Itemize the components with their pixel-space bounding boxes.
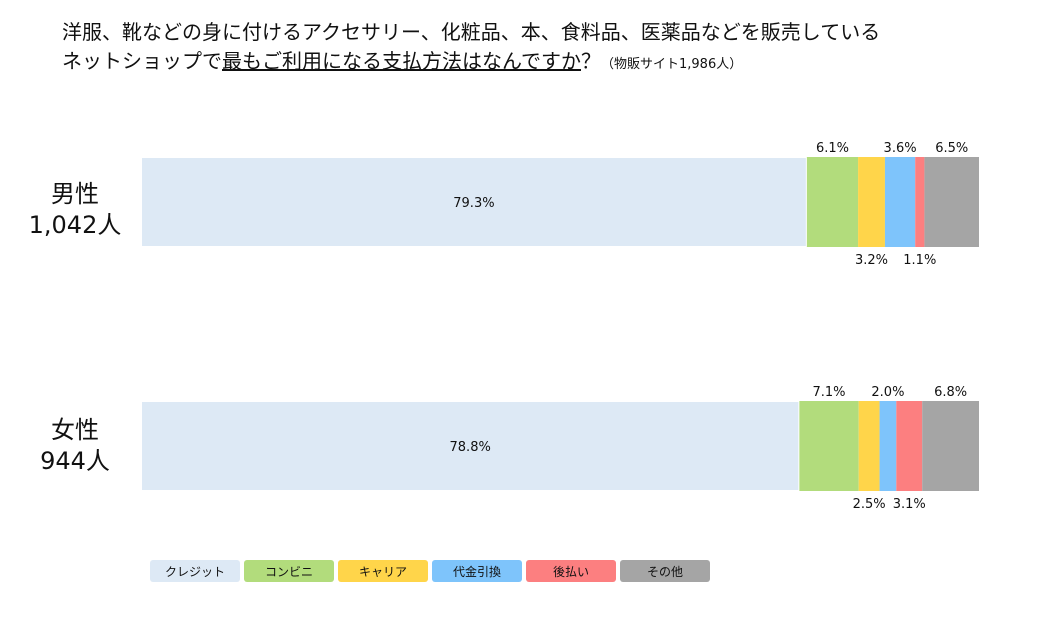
title-line-2-question: 最もご利用になる支払方法はなんですか xyxy=(222,49,581,73)
row-label-male: 男性 1,042人 xyxy=(20,179,130,241)
bar-male-convenience xyxy=(806,157,859,247)
row-label-female-count: 944人 xyxy=(40,447,110,475)
data-label-female-deferred: 3.1% xyxy=(893,497,926,512)
data-label-male-credit: 79.3% xyxy=(453,196,494,211)
data-label-female-other: 6.8% xyxy=(934,385,967,400)
bar-female-other xyxy=(922,401,979,491)
bar-female-deferred xyxy=(896,401,923,491)
legend-item-carrier: キャリア xyxy=(338,560,428,582)
legend-item-other: その他 xyxy=(620,560,710,582)
legend-item-convenience: コンビニ xyxy=(244,560,334,582)
bar-female-cod xyxy=(879,401,897,491)
data-label-female-credit: 78.8% xyxy=(450,440,491,455)
title-sample-size: （物販サイト1,986人） xyxy=(601,57,743,72)
bar-male-other xyxy=(924,157,979,247)
data-label-male-cod: 3.6% xyxy=(884,141,917,156)
bar-female-carrier xyxy=(858,401,880,491)
bar-female-credit xyxy=(140,400,801,492)
title-line-2-mark: ？ xyxy=(581,49,601,73)
title-line-2: ネットショップで最もご利用になる支払方法はなんですか？（物販サイト1,986人） xyxy=(62,47,880,79)
legend: クレジット コンビニ キャリア 代金引換 後払い その他 xyxy=(150,560,710,582)
data-label-female-convenience: 7.1% xyxy=(813,385,846,400)
data-label-male-deferred: 1.1% xyxy=(903,253,936,268)
row-label-male-count: 1,042人 xyxy=(28,211,122,239)
chart-title: 洋服、靴などの身に付けるアクセサリー、化粧品、本、食料品、医薬品などを販売してい… xyxy=(62,18,880,79)
data-label-male-convenience: 6.1% xyxy=(816,141,849,156)
data-label-female-cod: 2.0% xyxy=(871,385,904,400)
title-line-2-pre: ネットショップで xyxy=(62,49,222,73)
bar-male-cod xyxy=(884,157,916,247)
bar-female-convenience xyxy=(799,401,859,491)
row-label-female: 女性 944人 xyxy=(20,415,130,477)
data-label-male-carrier: 3.2% xyxy=(855,253,888,268)
row-label-male-name: 男性 xyxy=(51,180,99,208)
row-label-female-name: 女性 xyxy=(51,416,99,444)
title-line-1: 洋服、靴などの身に付けるアクセサリー、化粧品、本、食料品、医薬品などを販売してい… xyxy=(62,20,881,44)
legend-item-deferred: 後払い xyxy=(526,560,616,582)
bar-male-carrier xyxy=(858,157,885,247)
legend-item-cod: 代金引換 xyxy=(432,560,522,582)
data-label-female-carrier: 2.5% xyxy=(853,497,886,512)
data-label-male-other: 6.5% xyxy=(935,141,968,156)
legend-item-credit: クレジット xyxy=(150,560,240,582)
bar-male-deferred xyxy=(915,157,925,247)
bar-male-credit xyxy=(140,156,808,248)
